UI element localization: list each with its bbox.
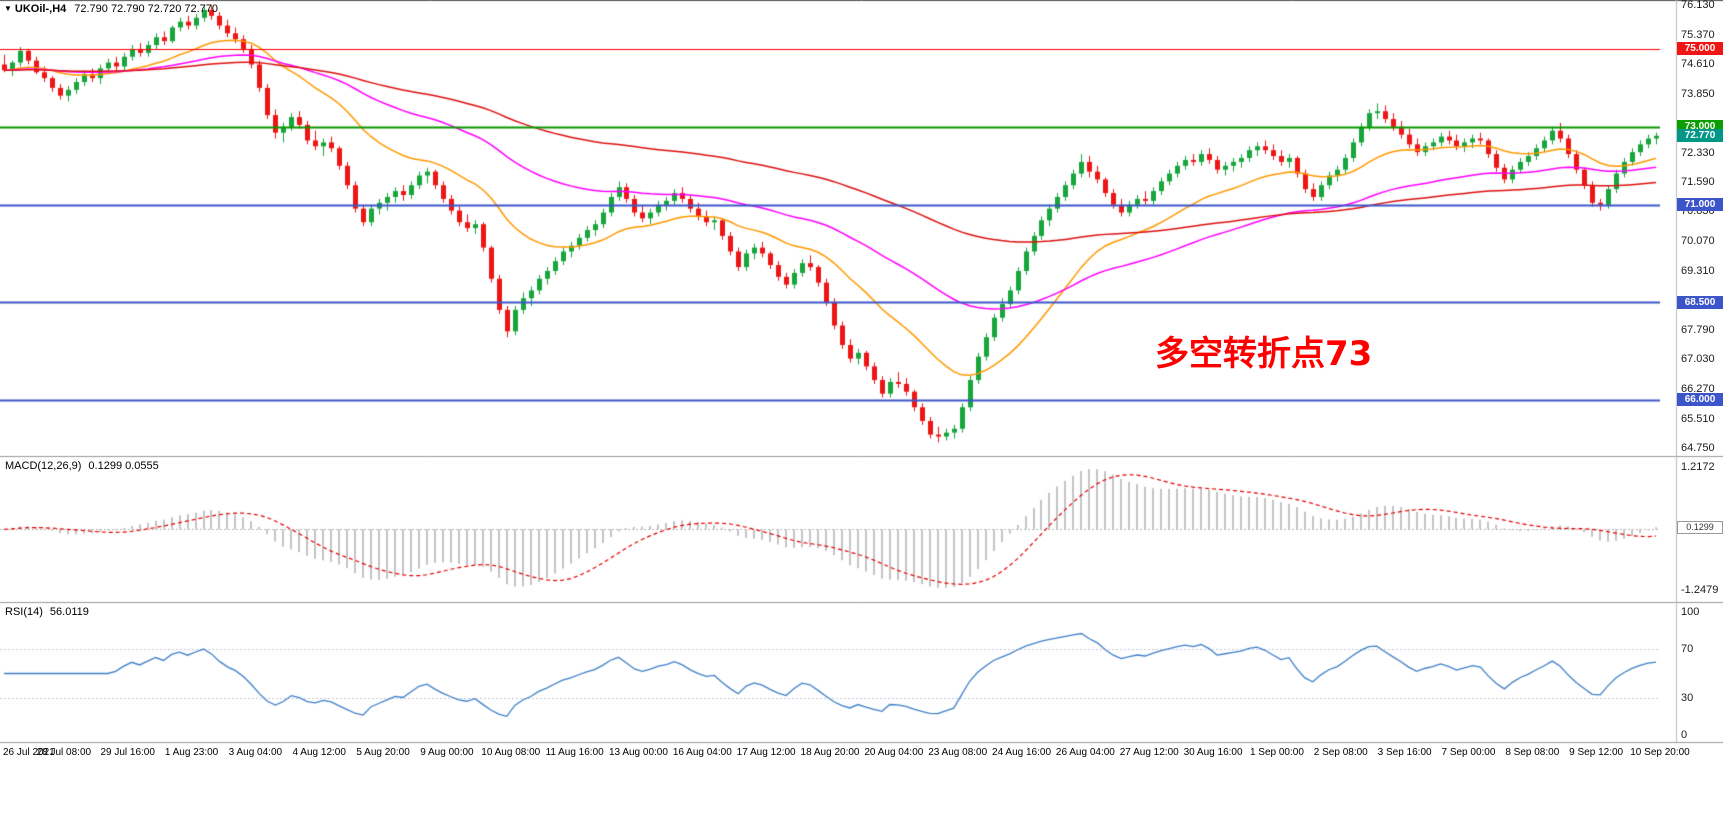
macd-indicator-label: MACD(12,26,9) 0.1299 0.0555 — [5, 460, 159, 472]
macd-axis-max-label: 1.2172 — [1681, 461, 1715, 473]
rsi-indicator-label: RSI(14) 56.0119 — [5, 606, 89, 618]
time-axis-label: 9 Sep 12:00 — [1569, 747, 1624, 758]
macd-axis-min-label: -1.2479 — [1681, 584, 1719, 596]
time-axis-label: 18 Aug 20:00 — [800, 747, 860, 758]
macd-current-value-tag: 0.1299 — [1677, 520, 1723, 534]
price-axis-label: 67.790 — [1681, 323, 1715, 336]
time-axis-label: 30 Aug 16:00 — [1183, 747, 1243, 758]
macd-name: MACD(12,26,9) — [5, 460, 82, 472]
rsi-value: 56.0119 — [49, 606, 89, 618]
rsi-name: RSI(14) — [5, 606, 43, 618]
price-axis-label: 76.130 — [1681, 0, 1715, 11]
price-axis-label: 71.590 — [1681, 175, 1715, 188]
time-axis-label: 9 Aug 00:00 — [420, 747, 474, 758]
time-axis-label: 8 Sep 08:00 — [1505, 747, 1560, 758]
time-axis-label: 10 Sep 20:00 — [1630, 747, 1690, 758]
price-axis-label: 70.070 — [1681, 234, 1715, 247]
ohlc-readout: 72.790 72.790 72.720 72.770 — [74, 3, 219, 15]
time-axis-label: 26 Jul 2021 — [3, 747, 55, 758]
time-axis-label: 13 Aug 00:00 — [608, 747, 668, 758]
price-axis-label: 66.270 — [1681, 382, 1715, 395]
price-axis-label: 64.750 — [1681, 442, 1715, 455]
price-axis-label: 67.030 — [1681, 353, 1715, 366]
price-axis-label: 72.330 — [1681, 146, 1715, 159]
rsi-axis-label: 100 — [1681, 606, 1700, 618]
time-axis-label: 27 Aug 12:00 — [1119, 747, 1179, 758]
time-axis-label: 4 Aug 12:00 — [292, 747, 346, 758]
time-axis-label: 3 Aug 04:00 — [228, 747, 283, 758]
time-axis-label: 26 Aug 04:00 — [1055, 747, 1115, 758]
price-scale[interactable] — [1676, 0, 1723, 742]
time-axis-label: 29 Jul 16:00 — [100, 747, 155, 758]
last-price-badge: 72.770 — [1677, 129, 1723, 143]
symbol-dropdown-icon[interactable]: ▼ — [4, 4, 12, 13]
rsi-axis-label: 30 — [1681, 692, 1694, 705]
price-axis-label: 74.610 — [1681, 58, 1715, 71]
time-axis-label: 28 Jul 08:00 — [36, 747, 92, 758]
rsi-axis-label: 70 — [1681, 642, 1694, 655]
time-axis-label: 23 Aug 08:00 — [928, 747, 988, 758]
time-axis-label: 1 Aug 23:00 — [164, 747, 219, 758]
price-axis-label: 73.850 — [1681, 87, 1715, 100]
time-axis-label: 24 Aug 16:00 — [992, 747, 1052, 758]
time-axis-label: 3 Sep 16:00 — [1377, 747, 1432, 758]
time-axis-label: 10 Aug 08:00 — [481, 747, 541, 758]
resistance-75-badge: 75.000 — [1677, 42, 1723, 56]
time-axis-label: 7 Sep 00:00 — [1441, 747, 1496, 758]
time-axis-label: 5 Aug 20:00 — [356, 747, 410, 758]
time-axis-label: 16 Aug 04:00 — [672, 747, 732, 758]
price-axis-label: 75.370 — [1681, 28, 1715, 41]
time-axis-label: 17 Aug 12:00 — [736, 747, 796, 758]
time-axis-label: 1 Sep 00:00 — [1249, 747, 1304, 758]
price-axis-label: 65.510 — [1681, 412, 1715, 425]
rsi-axis-label: 0 — [1681, 729, 1688, 741]
price-axis-label: 69.310 — [1681, 264, 1715, 277]
support-71-badge: 71.000 — [1677, 198, 1723, 212]
time-axis-label: 11 Aug 16:00 — [545, 747, 604, 758]
chart-annotation-text[interactable]: 多空转折点73 — [1155, 334, 1373, 374]
support-68-5-badge: 68.500 — [1677, 295, 1723, 309]
time-axis-label: 2 Sep 08:00 — [1313, 747, 1368, 758]
symbol-period-label: UKOil-,H4 — [14, 3, 67, 15]
support-66-badge: 66.000 — [1677, 393, 1723, 406]
macd-values: 0.1299 0.0555 — [88, 460, 159, 472]
symbol-title-row: ▼ UKOil-,H4 72.790 72.790 72.720 72.770 — [4, 3, 218, 15]
time-axis-label: 20 Aug 04:00 — [864, 747, 924, 758]
